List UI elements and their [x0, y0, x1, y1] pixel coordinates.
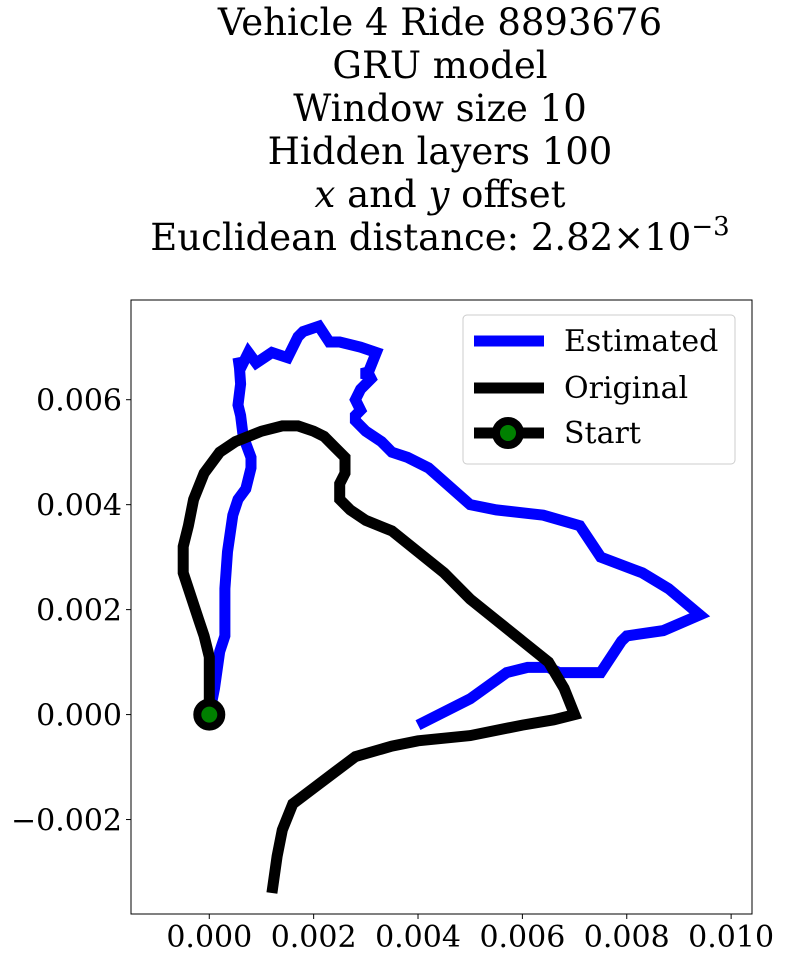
title-y-var: y [427, 173, 451, 216]
title-times: × [613, 216, 644, 259]
title-x-var: x [315, 173, 336, 216]
legend-start-marker [492, 417, 524, 449]
title-distance-text: Euclidean distance: 2.82 [150, 216, 613, 259]
title-line-3: Window size 10 [293, 87, 587, 130]
title-line-4: Hidden layers 100 [268, 130, 613, 173]
title-line-1: Vehicle 4 Ride 8893676 [217, 1, 662, 44]
y-tick-label: 0.002 [36, 594, 122, 629]
plot-frame [130, 299, 753, 915]
y-tick-label: 0.004 [36, 489, 122, 524]
y-tick-label: 0.000 [36, 699, 122, 734]
legend-original-label: Original [564, 371, 688, 406]
title-line-5: x and y offset [315, 173, 566, 216]
legend: Estimated Original Start [462, 314, 736, 465]
y-tick-label: −0.002 [11, 804, 122, 839]
start-marker [193, 698, 226, 731]
x-tick-label: 0.006 [479, 920, 565, 955]
x-tick-label: 0.010 [688, 920, 774, 955]
chart-title: Vehicle 4 Ride 8893676 GRU model Window … [150, 1, 729, 259]
title-line-6: Euclidean distance: 2.82×10−3 [150, 212, 729, 259]
x-tick-label: 0.002 [271, 920, 357, 955]
series-line-estimated [203, 319, 711, 731]
title-exponent: −3 [691, 212, 729, 242]
title-line-2: GRU model [332, 44, 547, 87]
series-layer [177, 319, 711, 894]
x-tick-label: 0.008 [584, 920, 670, 955]
x-axis-ticks: 0.000 0.002 0.004 0.006 0.008 0.010 [166, 914, 774, 955]
legend-start-label: Start [564, 416, 641, 451]
title-and: and [335, 173, 428, 216]
y-tick-label: 0.006 [36, 384, 122, 419]
x-tick-label: 0.000 [166, 920, 252, 955]
legend-estimated-label: Estimated [564, 324, 718, 359]
title-offset: offset [449, 173, 565, 216]
series-line-original [177, 420, 583, 894]
title-base: 10 [644, 216, 691, 259]
x-tick-label: 0.004 [375, 920, 461, 955]
legend-box [462, 314, 736, 465]
y-axis-ticks: −0.002 0.000 0.002 0.004 0.006 [11, 384, 131, 839]
